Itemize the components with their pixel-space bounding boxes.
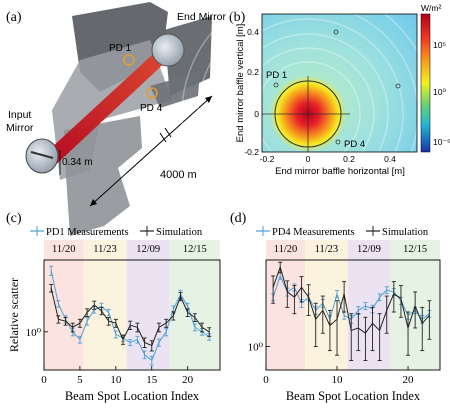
pd1-label: PD 1 bbox=[109, 43, 132, 54]
map-ytick-3: -0.2 bbox=[244, 147, 259, 157]
chart-d-frame bbox=[265, 259, 441, 371]
long-distance-arrow bbox=[89, 95, 213, 207]
colorbar-tick-2: 10⁻⁵ bbox=[433, 137, 450, 147]
chart-c-band-1 bbox=[83, 240, 127, 370]
chart-d-band-label-3: 12/15 bbox=[403, 244, 427, 255]
chart-d-band-label-0: 11/20 bbox=[274, 244, 298, 255]
colorbar bbox=[420, 13, 431, 153]
colorbar-tick-0: 10⁵ bbox=[433, 40, 446, 50]
chart-c-xtick-label-1: 5 bbox=[77, 374, 83, 386]
small-distance-label: 0.34 m bbox=[62, 157, 93, 168]
chart-c-legend-label-0: PD1 Measurements bbox=[46, 227, 129, 238]
map-ytick-2: 0 bbox=[254, 109, 259, 119]
map-ytick-0: 0.4 bbox=[247, 27, 259, 37]
end-mirror-label: End Mirror bbox=[177, 11, 227, 23]
chart-c-band-3 bbox=[169, 240, 220, 370]
panel-c: (c) 11/20 11/23 12/09 12/15 PD1 Measurements… bbox=[6, 211, 221, 403]
chart-d-xtick-label-2: 20 bbox=[403, 374, 415, 386]
pd1-marker-icon bbox=[123, 54, 135, 66]
panel-c-label: (c) bbox=[6, 211, 22, 226]
chart-c-xtick-label-2: 10 bbox=[110, 374, 122, 386]
chart-c-xlabel: Beam Spot Location Index bbox=[65, 389, 200, 403]
map-xtick-0: -0.2 bbox=[260, 154, 275, 164]
chart-d-band-label-2: 12/09 bbox=[357, 244, 381, 255]
chart-d-xtick-label-1: 10 bbox=[332, 374, 344, 386]
chart-d-band-label-1: 11/23 bbox=[315, 244, 339, 255]
end-mirror-icon bbox=[151, 33, 185, 67]
panel-d-label: (d) bbox=[230, 211, 247, 226]
map-ytick-1: 0.2 bbox=[247, 67, 259, 77]
chart-c-band-label-2: 12/09 bbox=[136, 244, 160, 255]
map-point-1-icon bbox=[333, 29, 339, 35]
baffle-lower bbox=[64, 116, 142, 236]
arrow-head-bottom-icon bbox=[90, 199, 97, 206]
map-xtick-2: 0.2 bbox=[343, 154, 355, 164]
map-point-2-icon bbox=[395, 83, 401, 89]
baffle-pd4 bbox=[150, 72, 200, 108]
chart-c-band-0 bbox=[44, 240, 84, 370]
chart-c-frame bbox=[43, 259, 221, 371]
map-y-ticks: 0.4 0.2 0 -0.2 bbox=[244, 27, 259, 157]
map-ylabel: End mirror baffle vertical [m] bbox=[235, 24, 246, 143]
panel-b-label: (b) bbox=[229, 10, 246, 25]
map-pd4-label: PD 4 bbox=[344, 139, 365, 150]
laser-beam bbox=[38, 44, 172, 172]
chart-d-band-2 bbox=[347, 240, 391, 370]
panel-a: (a) End Mirror PD 1 PD 4 Input Mirror 0.… bbox=[6, 2, 227, 236]
map-xlabel: End mirror baffle horizontal [m] bbox=[275, 166, 405, 177]
map-frame bbox=[261, 13, 418, 153]
map-xtick-1: 0 bbox=[306, 154, 311, 164]
map-ripples bbox=[181, 0, 435, 241]
colorbar-unit: W/m² bbox=[421, 3, 441, 13]
chart-c-ylabel: Relative scatter bbox=[7, 278, 21, 352]
chart-c-legend-label-1: Simulation bbox=[156, 227, 203, 238]
arrow-break-1 bbox=[159, 132, 167, 143]
pd4-label: PD 4 bbox=[140, 103, 163, 114]
chart-c-xtick-label-0: 0 bbox=[41, 374, 47, 386]
chart-c: 11/20 11/23 12/09 12/15 PD1 Measurements Simu… bbox=[7, 226, 221, 403]
input-mirror-stripe bbox=[30, 151, 54, 159]
chart-c-band-label-1: 11/23 bbox=[93, 244, 117, 255]
chart-c-band-label-0: 11/20 bbox=[52, 244, 76, 255]
pd4-marker-icon bbox=[146, 87, 158, 99]
chart-c-ytick-label-0: 10⁰ bbox=[26, 327, 42, 339]
panel-d: (d) 11/20 11/23 12/09 12/15 PD4 Measurements… bbox=[230, 211, 441, 403]
panel-b: (b) PD 1 PD 4 -0.2 0 0.2 0.4 0.4 0.2 0 -… bbox=[181, 0, 450, 241]
arrow-break-2 bbox=[164, 127, 172, 138]
chart-c-band-label-3: 12/15 bbox=[183, 244, 207, 255]
chart-c-xtick-label-3: 15 bbox=[146, 374, 158, 386]
input-mirror-label-1: Input bbox=[8, 109, 31, 121]
chart-d-legend-label-1: Simulation bbox=[382, 227, 429, 238]
chart-d-ytick-label-0: 10⁰ bbox=[248, 341, 264, 353]
map-xtick-3: 0.4 bbox=[384, 154, 396, 164]
chart-d-xtick-label-0: 0 bbox=[263, 374, 269, 386]
pd4-point-icon bbox=[335, 139, 341, 145]
pd1-point-icon bbox=[273, 82, 279, 88]
arrow-head-top-icon bbox=[205, 96, 212, 103]
panel-a-label: (a) bbox=[6, 10, 22, 25]
chart-d-band-0 bbox=[266, 240, 306, 370]
map-pd1-label: PD 1 bbox=[266, 70, 287, 81]
chart-d: 11/20 11/23 12/09 12/15 PD4 Measurements Simu… bbox=[248, 226, 441, 403]
chart-c-xtick-label-4: 20 bbox=[182, 374, 194, 386]
chart-d-legend-label-0: PD4 Measurements bbox=[272, 227, 355, 238]
map-x-ticks: -0.2 0 0.2 0.4 bbox=[260, 154, 397, 164]
long-distance-label: 4000 m bbox=[160, 169, 197, 181]
chart-d-xlabel: Beam Spot Location Index bbox=[286, 389, 421, 403]
colorbar-tick-1: 10⁰ bbox=[433, 87, 446, 97]
input-mirror-label-2: Mirror bbox=[6, 122, 34, 134]
chart-c-band-2 bbox=[126, 240, 170, 370]
